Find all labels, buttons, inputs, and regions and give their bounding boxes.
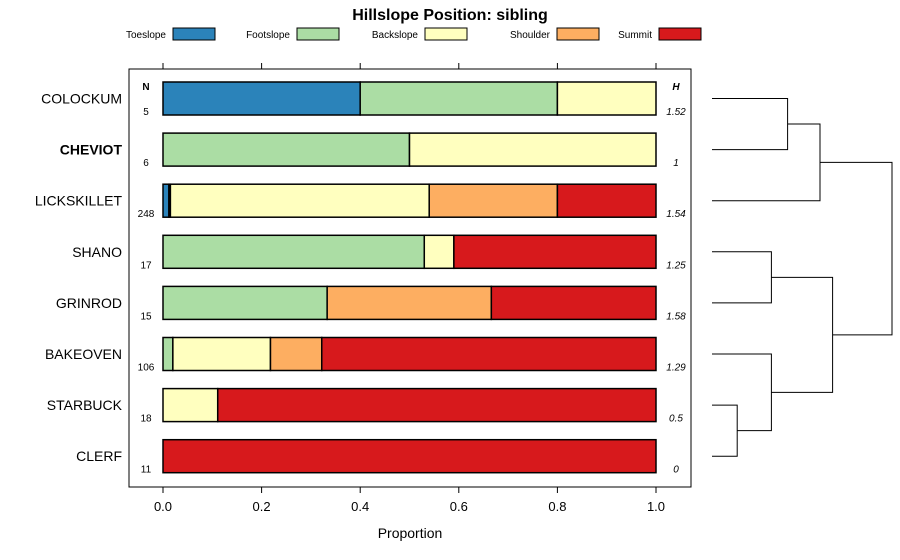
- x-tick-label: 0.0: [154, 499, 172, 514]
- n-value: 15: [140, 311, 152, 322]
- legend-label-toeslope: Toeslope: [126, 30, 166, 41]
- plot-frame: [128, 68, 692, 488]
- dendrogram-branch: [712, 404, 738, 457]
- dendrogram-branch: [820, 161, 893, 336]
- bar-segment-backslope: [408, 132, 657, 167]
- x-axis-label: Proportion: [378, 525, 443, 541]
- dendrogram-branch: [712, 353, 772, 432]
- bar-segment-backslope: [172, 336, 272, 372]
- h-header: H: [672, 82, 680, 93]
- x-tick-label: 1.0: [647, 499, 665, 514]
- category-label: STARBUCK: [47, 397, 123, 413]
- bar-segment-backslope: [169, 183, 430, 218]
- bar-segment-footslope: [162, 234, 426, 270]
- bar-row-grinrod: GRINROD 15 1.58: [56, 285, 686, 322]
- category-label: SHANO: [72, 244, 122, 260]
- legend-swatch-shoulder: [556, 27, 600, 41]
- legend-label-footslope: Footslope: [246, 30, 290, 41]
- dendrogram-branch: [712, 251, 772, 304]
- n-value: 18: [140, 414, 152, 425]
- bar-segment-backslope: [162, 387, 219, 423]
- bar-segment-backslope: [556, 81, 657, 116]
- x-tick-label: 0.8: [548, 499, 566, 514]
- n-value: 106: [138, 363, 155, 374]
- legend-swatch-summit: [658, 27, 702, 41]
- bar-segment-toeslope: [162, 81, 361, 116]
- legend-label-backslope: Backslope: [372, 30, 419, 41]
- n-value: 6: [143, 158, 149, 169]
- legend-swatch-toeslope: [172, 27, 216, 41]
- category-label: COLOCKUM: [41, 91, 122, 107]
- h-value: 1.54: [666, 209, 686, 220]
- bar-segment-footslope: [162, 285, 328, 321]
- n-value: 248: [138, 209, 155, 220]
- bar-segment-shoulder: [326, 285, 493, 321]
- bar-segment-summit: [556, 183, 657, 218]
- dendrogram-branch: [712, 123, 821, 202]
- bar-segment-summit: [453, 234, 657, 270]
- category-label: GRINROD: [56, 295, 122, 311]
- bar-row-starbuck: STARBUCK 18 0.5: [47, 387, 683, 425]
- h-value: 1.29: [666, 363, 686, 374]
- bar-segment-summit: [490, 285, 657, 321]
- h-value: 1: [673, 158, 679, 169]
- legend-swatch-backslope: [424, 27, 468, 41]
- bar-segment-footslope: [359, 81, 559, 116]
- bar-segment-footslope: [162, 336, 174, 372]
- dendrogram-branch: [712, 98, 789, 151]
- x-tick-label: 0.4: [351, 499, 369, 514]
- x-tick-label: 0.6: [450, 499, 468, 514]
- bar-segment-shoulder: [269, 336, 323, 372]
- h-value: 0.5: [669, 414, 683, 425]
- category-label: CHEVIOT: [60, 142, 123, 158]
- bar-segment-footslope: [162, 132, 411, 167]
- n-value: 17: [140, 260, 152, 271]
- bar-segment-summit: [320, 336, 657, 372]
- category-label: LICKSKILLET: [35, 193, 123, 209]
- x-tick-label: 0.2: [253, 499, 271, 514]
- bar-rows: COLOCKUM 5 1.52 CHEVIOT 6 1 LICKSKILLET 248 1.54…: [35, 81, 686, 476]
- x-axis: 0.0 0.2 0.4 0.6 0.8 1.0: [154, 63, 665, 514]
- bar-segment-summit: [216, 387, 657, 423]
- bar-row-clerf: CLERF 11 0: [76, 438, 679, 476]
- bar-segment-shoulder: [428, 183, 559, 218]
- bar-segment-backslope: [423, 234, 455, 270]
- h-value: 1.25: [666, 260, 686, 271]
- h-value: 0: [673, 465, 679, 476]
- n-value: 11: [141, 465, 152, 476]
- h-value: 1.58: [666, 311, 686, 322]
- legend: Toeslope Footslope Backslope Shoulder Summit: [126, 27, 702, 41]
- dendrogram: [712, 98, 893, 457]
- bar-row-colockum: COLOCKUM 5 1.52: [41, 81, 686, 118]
- category-label: BAKEOVEN: [45, 346, 122, 362]
- h-value: 1.52: [666, 107, 686, 118]
- legend-label-shoulder: Shoulder: [510, 30, 551, 41]
- bar-segment-toeslope: [162, 183, 170, 218]
- bar-row-shano: SHANO 17 1.25: [72, 234, 686, 271]
- bar-row-bakeoven: BAKEOVEN 106 1.29: [45, 336, 686, 374]
- bar-row-cheviot: CHEVIOT 6 1: [60, 132, 679, 169]
- n-value: 5: [143, 107, 149, 118]
- bar-segment-summit: [162, 438, 657, 474]
- legend-swatch-footslope: [296, 27, 340, 41]
- bar-row-lickskillet: LICKSKILLET 248 1.54: [35, 183, 686, 220]
- dendrogram-branch: [771, 276, 834, 393]
- chart-title: Hillslope Position: sibling: [352, 7, 548, 24]
- n-header: N: [142, 82, 149, 93]
- legend-label-summit: Summit: [618, 30, 652, 41]
- category-label: CLERF: [76, 448, 122, 464]
